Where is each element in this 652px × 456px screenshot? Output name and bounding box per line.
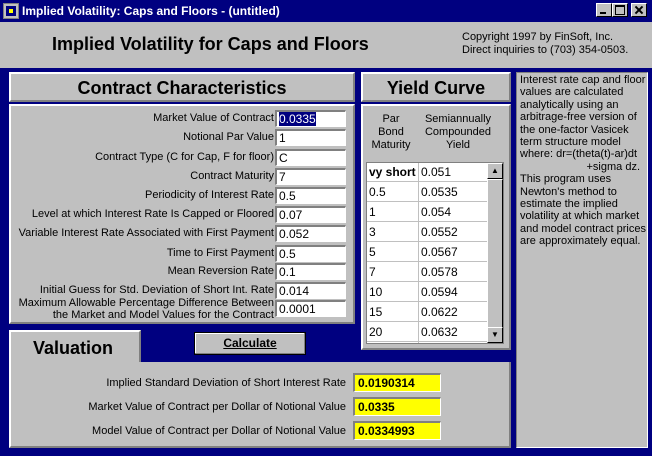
field-label: Market Value of Contract xyxy=(153,112,274,124)
maximize-icon[interactable] xyxy=(612,3,628,17)
cap-floor-level-input[interactable]: 0.07 xyxy=(275,206,346,223)
maturity-column-header: Par Bond Maturity xyxy=(371,113,411,151)
model-value-output: 0.0334993 xyxy=(353,421,441,440)
initial-guess-input[interactable]: 0.014 xyxy=(275,282,346,299)
max-difference-input[interactable]: 0.0001 xyxy=(275,300,346,317)
yield-curve-grid[interactable]: vy short 0.051 0.5 0.0535 1 0.054 3 0.0552 5… xyxy=(366,162,504,344)
field-label: Variable Interest Rate Associated with F… xyxy=(18,227,274,239)
table-row[interactable]: 3 0.0552 xyxy=(367,223,487,242)
table-row[interactable]: 1 0.054 xyxy=(367,203,487,222)
field-label: Contract Maturity xyxy=(190,170,274,182)
field-label: Contract Type (C for Cap, F for floor) xyxy=(95,151,274,163)
implied-std-dev-output: 0.0190314 xyxy=(353,373,441,392)
field-label: Level at which Interest Rate Is Capped o… xyxy=(31,208,274,220)
info-text: Interest rate cap and floor values are c… xyxy=(520,74,646,248)
field-label: Initial Guess for Std. Deviation of Shor… xyxy=(39,284,274,296)
copyright-line: Copyright 1997 by FinSoft, Inc. xyxy=(462,31,614,43)
scroll-down-icon[interactable]: ▼ xyxy=(487,327,503,343)
window-title: Implied Volatility: Caps and Floors - (u… xyxy=(22,4,280,18)
field-label: Periodicity of Interest Rate xyxy=(144,189,274,201)
close-icon[interactable] xyxy=(631,3,647,17)
market-value-input[interactable]: 0.0335 xyxy=(275,110,346,127)
contract-maturity-input[interactable]: 7 xyxy=(275,168,346,185)
first-payment-rate-input[interactable]: 0.052 xyxy=(275,225,346,242)
minimize-icon[interactable] xyxy=(596,3,612,17)
result-label: Implied Standard Deviation of Short Inte… xyxy=(106,377,346,389)
table-row[interactable]: 5 0.0567 xyxy=(367,243,487,262)
contact-line: Direct inquiries to (703) 354-0503. xyxy=(462,44,629,56)
field-label: Maximum Allowable Percentage Difference … xyxy=(18,297,274,309)
time-to-first-payment-input[interactable]: 0.5 xyxy=(275,245,346,262)
result-label: Model Value of Contract per Dollar of No… xyxy=(92,425,346,437)
market-value-output: 0.0335 xyxy=(353,397,441,416)
notional-par-input[interactable]: 1 xyxy=(275,129,346,146)
title-bar[interactable]: Implied Volatility: Caps and Floors - (u… xyxy=(0,0,652,22)
scroll-thumb[interactable] xyxy=(487,179,503,329)
yield-curve-scrollbar[interactable]: ▲ ▼ xyxy=(487,163,503,343)
table-row[interactable]: 10 0.0594 xyxy=(367,283,487,302)
field-label: Mean Reversion Rate xyxy=(167,265,274,277)
field-label: Notional Par Value xyxy=(183,131,274,143)
yield-column-header: Semiannually Compounded Yield xyxy=(424,113,492,151)
page-title: Implied Volatility for Caps and Floors xyxy=(52,34,369,54)
app-icon[interactable] xyxy=(3,3,19,19)
mean-reversion-input[interactable]: 0.1 xyxy=(275,263,346,280)
table-row[interactable]: 7 0.0578 xyxy=(367,263,487,282)
table-row[interactable]: 20 0.0632 xyxy=(367,323,487,342)
yield-curve-title: Yield Curve xyxy=(361,72,511,102)
result-label: Market Value of Contract per Dollar of N… xyxy=(88,401,346,413)
scroll-up-icon[interactable]: ▲ xyxy=(487,163,503,179)
info-panel xyxy=(516,72,648,448)
contract-type-input[interactable]: C xyxy=(275,149,346,166)
valuation-tab: Valuation xyxy=(9,330,141,362)
table-row[interactable]: 0.5 0.0535 xyxy=(367,183,487,202)
table-row[interactable]: vy short 0.051 xyxy=(367,163,487,182)
periodicity-input[interactable]: 0.5 xyxy=(275,187,346,204)
contract-section-title: Contract Characteristics xyxy=(9,72,355,102)
field-label: Time to First Payment xyxy=(166,247,274,259)
calculate-button[interactable]: Calculate xyxy=(194,332,306,355)
field-label: the Market and Model Values for the Cont… xyxy=(52,309,274,321)
table-row[interactable]: 15 0.0622 xyxy=(367,303,487,322)
